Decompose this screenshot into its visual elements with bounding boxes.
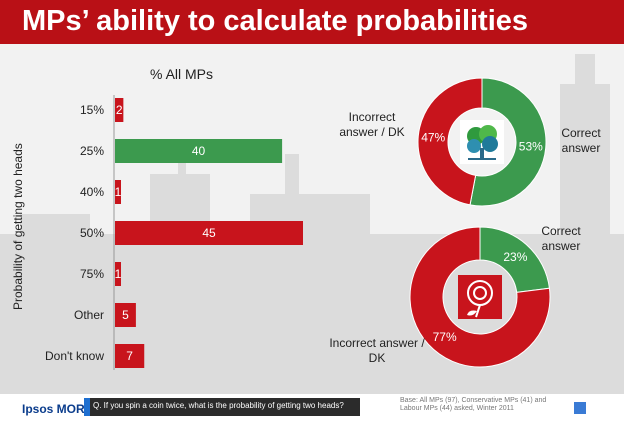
lab-correct-label: Correct answer (541, 224, 581, 253)
slice-percent-label: 53% (519, 140, 543, 154)
bar-value-label: 1 (115, 267, 122, 281)
bar-row: Don't know 7 (45, 344, 145, 368)
bar (115, 344, 145, 368)
con-incorrect-label: Incorrect answer / DK (339, 110, 405, 139)
slice-percent-label: 47% (421, 130, 445, 144)
bar-chart-title: % All MPs (150, 66, 214, 82)
donut-chart: 53% 47% (417, 77, 547, 207)
question-box: Q. If you spin a coin twice, what is the… (84, 398, 360, 416)
question-marker (84, 398, 90, 416)
category-tick-label: Other (74, 308, 104, 322)
bar (115, 262, 121, 286)
bar-value-label: 2 (116, 103, 123, 117)
oak-tree-icon (460, 120, 504, 164)
page-title: MPs’ ability to calculate probabilities (22, 5, 529, 37)
category-tick-label: Don't know (45, 349, 104, 363)
base-note: Base: All MPs (97), Conservative MPs (41… (400, 397, 547, 412)
category-tick-label: 15% (80, 103, 104, 117)
category-tick-label: 50% (80, 226, 104, 240)
donut-chart: 23% 77% (409, 226, 551, 368)
bar-row: 40% 1 (80, 180, 122, 204)
bar (115, 303, 136, 327)
bar-value-label: 45 (202, 226, 216, 240)
slice-percent-label: 77% (433, 330, 457, 344)
category-tick-label: 25% (80, 144, 104, 158)
footer: Ipsos MORI Q. If you spin a coin twice, … (0, 394, 624, 424)
bar-row: 50% 45 (80, 221, 303, 245)
donut-slice (409, 226, 551, 368)
bar-chart: 15% 2 25% 40 40% 1 50% 45 75% 1 Other 5 Don't know 7 (45, 95, 303, 370)
bar (115, 98, 124, 122)
lab-incorrect-label: Incorrect answer / DK (329, 336, 425, 365)
con-correct-label: Correct answer (561, 126, 601, 155)
title-bar: MPs’ ability to calculate probabilities (0, 0, 624, 44)
bar-value-label: 1 (115, 185, 122, 199)
y-axis-title: Probability of getting two heads (11, 143, 25, 310)
bar-value-label: 7 (126, 349, 133, 363)
bar-row: Other 5 (74, 303, 136, 327)
donut-slice (417, 77, 483, 206)
bar (115, 180, 121, 204)
category-tick-label: 75% (80, 267, 104, 281)
donut-slice (469, 77, 547, 207)
ipsos-badge-icon (574, 402, 586, 414)
donut-charts: 53% 47% 23% 77% (409, 77, 551, 368)
bar (115, 139, 283, 163)
question-text: Q. If you spin a coin twice, what is the… (93, 401, 344, 410)
bar-value-label: 5 (122, 308, 129, 322)
rose-icon (458, 275, 502, 319)
category-tick-label: 40% (80, 185, 104, 199)
bar (115, 221, 303, 245)
bar-row: 25% 40 (80, 139, 283, 163)
bar-row: 15% 2 (80, 98, 124, 122)
bar-row: 75% 1 (80, 262, 122, 286)
ipsos-mori-logo: Ipsos MORI (22, 402, 89, 416)
slice-percent-label: 23% (503, 250, 527, 264)
bar-value-label: 40 (192, 144, 206, 158)
